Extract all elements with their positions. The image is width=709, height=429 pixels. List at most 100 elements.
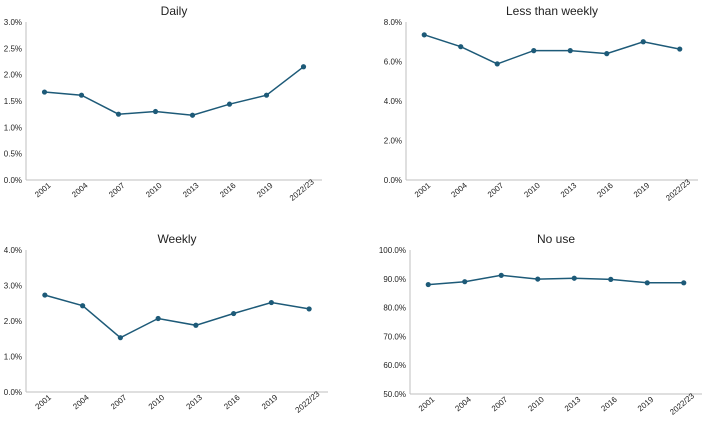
daily-y-tick-label: 0.5% xyxy=(4,150,22,159)
no-use-data-point xyxy=(608,276,614,282)
weekly-y-tick-label: 2.0% xyxy=(4,317,22,326)
chart-daily: Daily 0.0% 0.5% 1.0% 1.5% 2.0% 2.5% 3.0% 2001 200… xyxy=(0,0,354,212)
no-use-y-tick-label: 90.0% xyxy=(383,275,406,284)
chart-less-than-weekly-svg: Less than weekly 0.0% 2.0% 4.0% 6.0% 8.0% 2001… xyxy=(384,4,698,203)
daily-y-tick-label: 1.0% xyxy=(4,123,22,132)
daily-x-tick-label: 2016 xyxy=(218,181,238,200)
no-use-x-tick-label: 2019 xyxy=(636,395,656,414)
weekly-data-point xyxy=(306,306,312,312)
weekly-data-point xyxy=(80,303,86,309)
weekly-x-tick-label: 2019 xyxy=(260,393,280,412)
less-than-weekly-y-tick-label: 4.0% xyxy=(384,97,402,106)
weekly-y-tick-label: 3.0% xyxy=(4,282,22,291)
less-than-weekly-x-tick-label: 2013 xyxy=(559,181,579,200)
less-than-weekly-series-line xyxy=(424,34,680,65)
no-use-y-tick-label: 100.0% xyxy=(379,246,406,255)
weekly-y-tick-label: 1.0% xyxy=(4,353,22,362)
daily-data-point xyxy=(41,89,48,95)
daily-x-tick-label: 2022/23 xyxy=(288,177,316,203)
no-use-x-tick-label: 2022/23 xyxy=(668,391,696,417)
daily-data-point xyxy=(78,92,85,98)
less-than-weekly-y-tick-label: 0.0% xyxy=(384,176,402,185)
chart-daily-svg: Daily 0.0% 0.5% 1.0% 1.5% 2.0% 2.5% 3.0% 2001 200… xyxy=(4,4,322,203)
less-than-weekly-data-point xyxy=(458,44,464,50)
no-use-x-tick-label: 2016 xyxy=(599,395,619,414)
daily-title: Daily xyxy=(161,4,188,18)
weekly-data-point xyxy=(193,322,199,328)
less-than-weekly-data-point xyxy=(567,48,573,54)
chart-no-use: No use 50.0% 60.0% 70.0% 80.0% 90.0% 100.0% 200… xyxy=(354,212,709,424)
less-than-weekly-title: Less than weekly xyxy=(506,4,598,18)
no-use-title: No use xyxy=(537,232,575,246)
no-use-series-line xyxy=(428,274,684,286)
daily-x-tick-label: 2004 xyxy=(70,181,90,200)
daily-data-point xyxy=(263,92,270,98)
no-use-x-tick-label: 2004 xyxy=(453,395,473,414)
no-use-x-tick-label: 2010 xyxy=(526,395,546,414)
less-than-weekly-y-tick-label: 8.0% xyxy=(384,18,402,27)
less-than-weekly-x-tick-label: 2016 xyxy=(595,181,615,200)
daily-data-point xyxy=(226,101,233,107)
weekly-data-point xyxy=(231,310,237,317)
no-use-data-point xyxy=(498,272,504,278)
weekly-data-point xyxy=(155,315,161,322)
weekly-x-tick-label: 2010 xyxy=(147,393,167,412)
no-use-y-tick-label: 60.0% xyxy=(383,361,406,370)
daily-y-tick-label: 0.0% xyxy=(4,176,22,185)
daily-data-point xyxy=(300,64,307,70)
daily-data-point xyxy=(189,112,196,118)
no-use-data-point xyxy=(535,276,541,282)
no-use-y-tick-label: 50.0% xyxy=(383,390,406,399)
less-than-weekly-data-point xyxy=(421,32,427,38)
no-use-data-point xyxy=(681,280,687,286)
less-than-weekly-data-point xyxy=(494,61,500,67)
weekly-y-tick-label: 4.0% xyxy=(4,246,22,255)
no-use-data-point xyxy=(644,280,650,286)
chart-less-than-weekly: Less than weekly 0.0% 2.0% 4.0% 6.0% 8.0% 2001… xyxy=(354,0,709,212)
weekly-data-point xyxy=(42,292,48,298)
less-than-weekly-x-tick-label: 2007 xyxy=(486,181,506,200)
less-than-weekly-y-tick-label: 2.0% xyxy=(384,137,402,146)
no-use-data-point xyxy=(571,275,577,281)
weekly-y-tick-label: 0.0% xyxy=(4,388,22,397)
less-than-weekly-y-tick-label: 6.0% xyxy=(384,58,402,67)
no-use-x-tick-label: 2007 xyxy=(490,395,510,414)
chart-weekly: Weekly 0.0% 1.0% 2.0% 3.0% 4.0% 2001 2004 2007 20… xyxy=(0,212,354,424)
less-than-weekly-data-point xyxy=(604,51,610,57)
daily-y-tick-label: 2.5% xyxy=(4,44,22,53)
less-than-weekly-x-tick-label: 2001 xyxy=(413,181,433,200)
no-use-y-tick-label: 70.0% xyxy=(383,332,406,341)
weekly-title: Weekly xyxy=(157,232,196,246)
no-use-data-point xyxy=(462,279,468,285)
daily-data-point xyxy=(115,111,122,117)
weekly-x-tick-label: 2004 xyxy=(71,393,91,412)
no-use-data-point xyxy=(425,281,431,288)
less-than-weekly-x-tick-label: 2004 xyxy=(449,181,469,200)
weekly-x-tick-label: 2001 xyxy=(34,393,54,412)
weekly-data-point xyxy=(268,299,274,306)
weekly-x-tick-label: 2013 xyxy=(185,393,205,412)
less-than-weekly-x-tick-label: 2022/23 xyxy=(664,177,692,203)
less-than-weekly-x-tick-label: 2010 xyxy=(522,181,542,200)
daily-series-line xyxy=(44,66,304,116)
weekly-x-tick-label: 2007 xyxy=(109,393,129,412)
less-than-weekly-data-point xyxy=(677,46,683,52)
daily-y-tick-label: 1.5% xyxy=(4,97,22,106)
less-than-weekly-data-point xyxy=(640,39,646,45)
no-use-x-tick-label: 2013 xyxy=(563,395,583,414)
daily-data-point xyxy=(152,108,159,115)
weekly-series-line xyxy=(44,294,310,339)
weekly-x-tick-label: 2022/23 xyxy=(294,389,322,415)
daily-x-tick-label: 2001 xyxy=(33,181,53,200)
weekly-x-tick-label: 2016 xyxy=(222,393,242,412)
daily-x-tick-label: 2013 xyxy=(181,181,201,200)
chart-weekly-svg: Weekly 0.0% 1.0% 2.0% 3.0% 4.0% 2001 2004 2007 20… xyxy=(4,232,328,415)
daily-x-tick-label: 2007 xyxy=(107,181,127,200)
no-use-y-tick-label: 80.0% xyxy=(383,304,406,313)
less-than-weekly-x-tick-label: 2019 xyxy=(632,181,652,200)
chart-no-use-svg: No use 50.0% 60.0% 70.0% 80.0% 90.0% 100.0% 200… xyxy=(379,232,702,417)
daily-y-tick-label: 3.0% xyxy=(4,18,22,27)
less-than-weekly-data-point xyxy=(531,48,537,54)
daily-x-tick-label: 2010 xyxy=(144,181,164,200)
daily-y-tick-label: 2.0% xyxy=(4,71,22,80)
